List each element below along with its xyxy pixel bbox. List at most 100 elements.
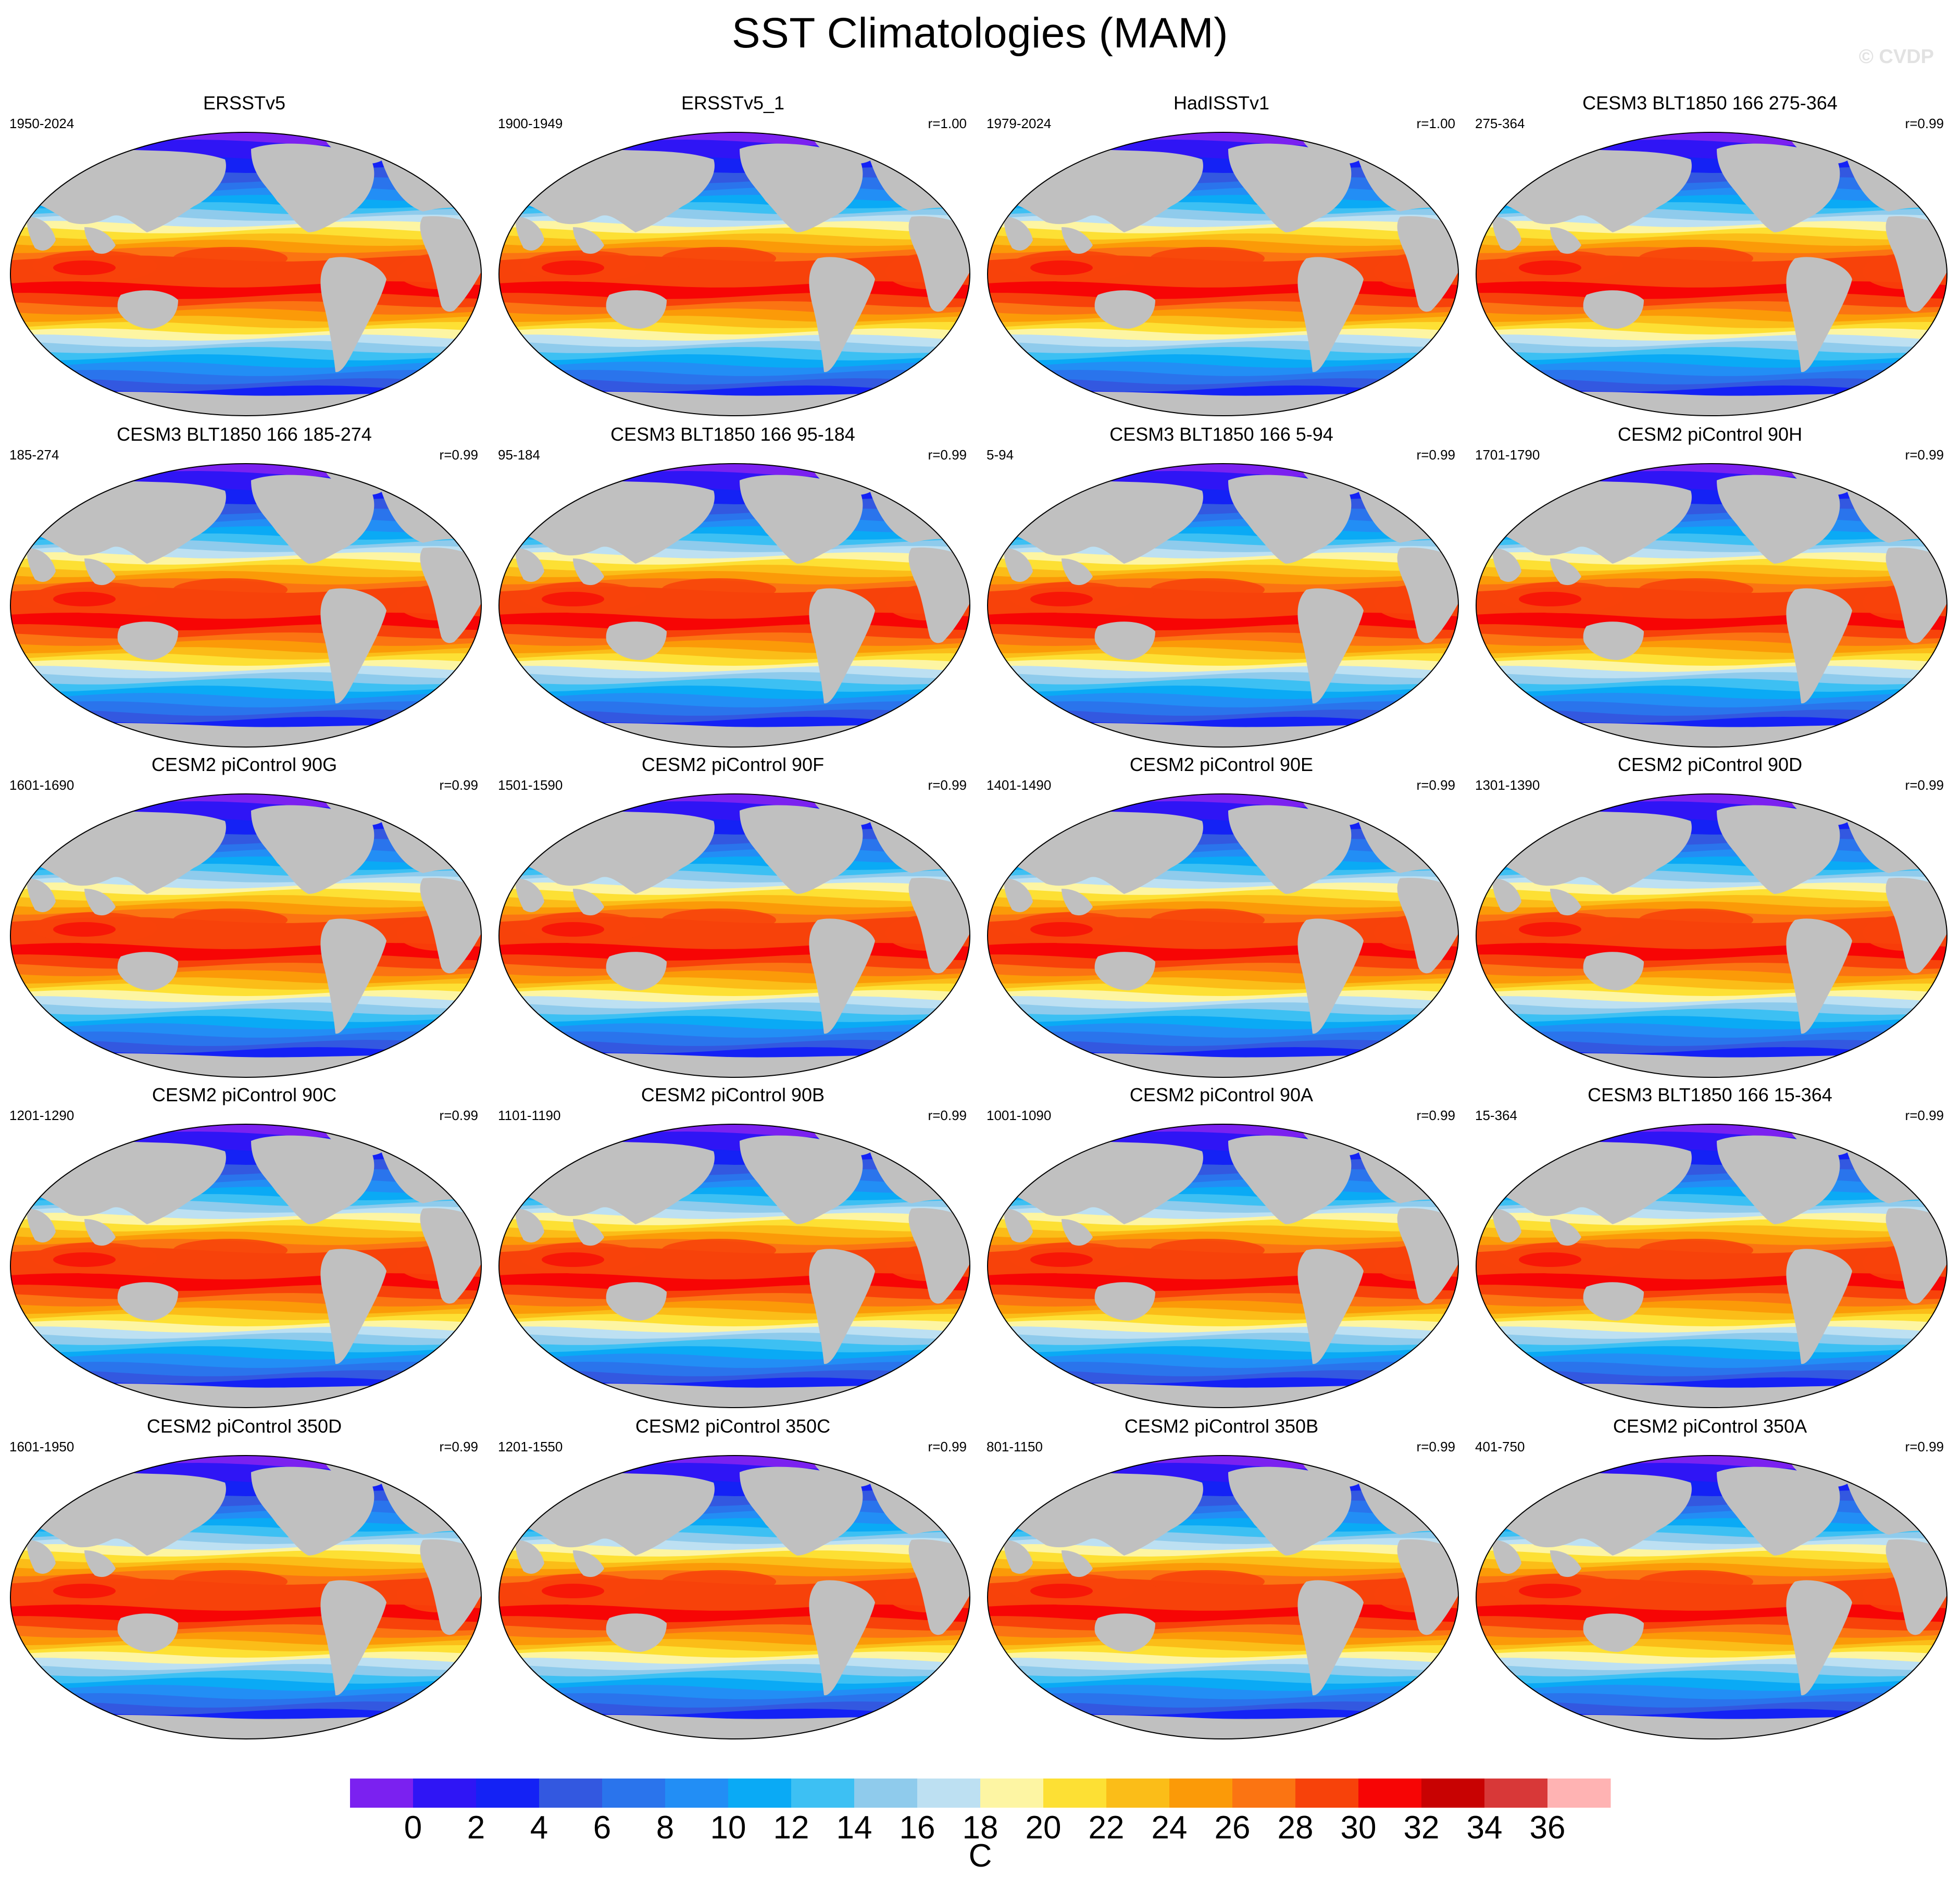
sst-map [1476,1455,1947,1739]
panel-year-range: 801-1150 [987,1439,1043,1454]
map-panel: CESM3 BLT1850 166 15-364 15-364 r=0.99 [1466,1084,1954,1417]
panel-title: ERSSTv5 [203,92,286,114]
panel-title: CESM2 piControl 90E [1129,754,1314,775]
map-panel: CESM2 piControl 90F 1501-1590 r=0.99 [489,753,977,1087]
colorbar-swatch [854,1779,918,1808]
colorbar-tick-label: 24 [1151,1810,1188,1846]
panel-title: CESM2 piControl 90A [1129,1084,1314,1105]
panel-year-range: 1001-1090 [987,1108,1052,1123]
colorbar-swatch [1547,1779,1611,1808]
map-panel: ERSSTv5 1950-2024 [0,92,489,425]
colorbar-swatch [1421,1779,1485,1808]
colorbar-swatch [728,1779,792,1808]
panel-correlation: r=0.99 [1416,777,1455,793]
map-panel: CESM2 piControl 350A 401-750 r=0.99 [1466,1415,1954,1748]
colorbar-swatch [539,1779,603,1808]
panel-title: CESM2 piControl 90F [641,754,825,775]
panel-year-range: 1601-1950 [9,1439,74,1454]
panel-year-range: 1201-1290 [9,1108,74,1123]
panel-correlation: r=0.99 [1905,447,1944,463]
colorbar-tick-label: 28 [1277,1810,1314,1846]
panel-title: CESM2 piControl 90G [151,754,338,775]
colorbar-swatch [917,1779,981,1808]
sst-map [987,1124,1459,1408]
panel-correlation: r=0.99 [439,1108,478,1123]
colorbar-tick-label: 2 [467,1810,485,1846]
panel-title: CESM2 piControl 350A [1613,1415,1807,1437]
cvdp-watermark: © CVDP [1858,46,1934,68]
panel-year-range: 185-274 [9,447,59,463]
colorbar-swatch [980,1779,1044,1808]
map-panel: CESM3 BLT1850 166 5-94 5-94 r=0.99 [977,423,1466,756]
colorbar-swatch [602,1779,666,1808]
panel-correlation: r=0.99 [928,1439,967,1454]
colorbar-swatch [413,1779,477,1808]
sst-map [10,132,482,416]
panel-title: CESM2 piControl 90C [152,1084,337,1105]
colorbar-tick-label: 22 [1088,1810,1125,1846]
map-panel: CESM2 piControl 90H 1701-1790 r=0.99 [1466,423,1954,756]
colorbar-swatch [1484,1779,1548,1808]
colorbar-tick-label: 12 [773,1810,809,1846]
colorbar-tick-label: 14 [836,1810,872,1846]
map-panel: CESM2 piControl 90C 1201-1290 r=0.99 [0,1084,489,1417]
panel-year-range: 1950-2024 [9,116,74,131]
colorbar-tick-label: 34 [1466,1810,1503,1846]
colorbar-tick-label: 10 [710,1810,746,1846]
sst-map [498,463,970,748]
colorbar-tick-label: 8 [656,1810,675,1846]
panel-year-range: 1701-1790 [1475,447,1540,463]
sst-map [1476,793,1947,1078]
colorbar-tick-label: 0 [404,1810,422,1846]
panel-year-range: 275-364 [1475,116,1525,131]
colorbar-tick-label: 16 [899,1810,935,1846]
sst-map [498,1455,970,1739]
panel-year-range: 1979-2024 [987,116,1052,131]
panel-correlation: r=0.99 [439,447,478,463]
panel-title: HadISSTv1 [1173,92,1270,114]
sst-map [1476,132,1947,416]
map-panel: CESM2 piControl 350B 801-1150 r=0.99 [977,1415,1466,1748]
colorbar-tick-label: 30 [1340,1810,1377,1846]
panel-title: CESM2 piControl 350C [635,1415,831,1437]
map-panel: CESM3 BLT1850 166 95-184 95-184 r=0.99 [489,423,977,756]
panel-title: CESM2 piControl 90H [1617,424,1803,445]
panel-title: CESM3 BLT1850 166 15-364 [1588,1084,1832,1105]
sst-map [10,1455,482,1739]
colorbar-swatch [350,1779,414,1808]
map-panel: CESM2 piControl 350D 1601-1950 r=0.99 [0,1415,489,1748]
colorbar-tick-label: 32 [1403,1810,1440,1846]
colorbar-swatch [1295,1779,1359,1808]
sst-map [987,1455,1459,1739]
map-panel: ERSSTv5_1 1900-1949 r=1.00 [489,92,977,425]
panel-title: CESM3 BLT1850 166 275-364 [1582,92,1838,114]
sst-map [987,463,1459,748]
map-panel: CESM2 piControl 90G 1601-1690 r=0.99 [0,753,489,1087]
panel-year-range: 401-750 [1475,1439,1525,1454]
map-panel: CESM3 BLT1850 166 275-364 275-364 r=0.99 [1466,92,1954,425]
panel-correlation: r=0.99 [1905,116,1944,131]
colorbar-swatch [665,1779,729,1808]
sst-map [10,1124,482,1408]
panel-year-range: 1900-1949 [498,116,563,131]
panel-correlation: r=0.99 [1416,1108,1455,1123]
colorbar-swatch [1043,1779,1107,1808]
panel-year-range: 1401-1490 [987,777,1052,793]
panel-title: CESM3 BLT1850 166 5-94 [1109,424,1333,445]
colorbar-swatch [1169,1779,1233,1808]
panel-correlation: r=0.99 [1905,777,1944,793]
map-panel: CESM2 piControl 90A 1001-1090 r=0.99 [977,1084,1466,1417]
colorbar-tick-label: 6 [593,1810,611,1846]
panel-correlation: r=0.99 [1416,1439,1455,1454]
map-panel: CESM2 piControl 90D 1301-1390 r=0.99 [1466,753,1954,1087]
panel-correlation: r=0.99 [439,777,478,793]
sst-map [10,463,482,748]
sst-map [987,132,1459,416]
colorbar-tick-label: 4 [530,1810,548,1846]
panel-year-range: 1101-1190 [498,1108,561,1123]
colorbar-tick-label: 36 [1529,1810,1566,1846]
panel-title: CESM2 piControl 350B [1124,1415,1319,1437]
sst-map [498,793,970,1078]
colorbar-swatch [1232,1779,1296,1808]
colorbar-swatch [476,1779,540,1808]
